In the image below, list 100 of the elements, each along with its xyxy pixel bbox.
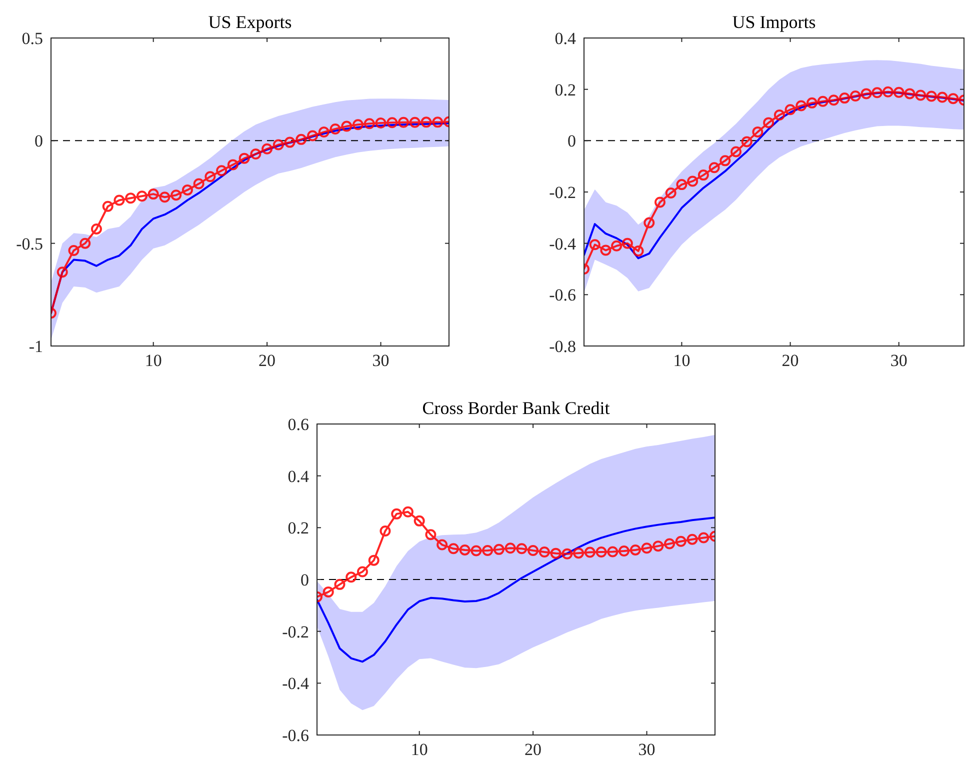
- point: [893, 86, 904, 98]
- point: [828, 94, 840, 106]
- y-tick-label: -0.6: [282, 726, 309, 745]
- point: [102, 200, 114, 212]
- point: [182, 184, 193, 196]
- point: [882, 86, 894, 98]
- point: [708, 162, 720, 174]
- point: [322, 586, 334, 598]
- point: [926, 90, 937, 102]
- point: [632, 246, 644, 257]
- point: [936, 92, 948, 103]
- point: [204, 171, 216, 182]
- y-tick-label: -0.6: [549, 286, 576, 305]
- x-tick-label: 30: [372, 351, 390, 370]
- x-tick-label: 20: [524, 740, 542, 759]
- point: [806, 97, 818, 108]
- point: [364, 118, 375, 130]
- point: [752, 126, 764, 138]
- point: [600, 244, 612, 256]
- point: [136, 190, 148, 202]
- point: [763, 117, 774, 128]
- y-tick-label: -0.4: [549, 234, 576, 254]
- chart-title: US Imports: [732, 12, 816, 32]
- point: [409, 116, 420, 128]
- y-tick-label: 0.2: [554, 80, 576, 100]
- point: [589, 239, 600, 250]
- point: [238, 152, 250, 164]
- point: [330, 123, 341, 134]
- y-tick-label: -0.2: [282, 622, 309, 642]
- y-tick-label: -0.8: [549, 336, 576, 356]
- point: [125, 192, 136, 204]
- point: [80, 238, 91, 249]
- y-tick-label: 0.4: [554, 28, 576, 48]
- point: [470, 545, 482, 556]
- point: [915, 90, 926, 101]
- point: [622, 238, 633, 249]
- point: [459, 544, 470, 556]
- point: [562, 548, 573, 560]
- chart-title: Cross Border Bank Credit: [422, 398, 610, 418]
- point: [664, 538, 676, 550]
- point: [641, 542, 652, 554]
- y-tick-label: 0: [34, 132, 43, 151]
- point: [346, 572, 357, 583]
- point: [380, 526, 391, 537]
- y-tick-label: 0.2: [288, 518, 309, 538]
- x-tick-label: 20: [782, 351, 799, 370]
- x-tick-label: 30: [638, 740, 656, 759]
- point: [652, 540, 664, 552]
- point: [596, 546, 607, 558]
- point: [698, 532, 710, 544]
- x-tick-label: 20: [258, 351, 276, 370]
- chart-title: US Exports: [208, 12, 292, 32]
- point: [850, 90, 861, 102]
- point: [318, 126, 330, 138]
- point: [307, 130, 318, 142]
- y-tick-label: -0.5: [16, 234, 43, 254]
- point: [284, 136, 296, 148]
- point: [538, 546, 550, 558]
- point: [425, 529, 436, 540]
- point: [948, 93, 959, 104]
- point: [730, 146, 742, 158]
- y-tick-label: -0.4: [282, 674, 310, 694]
- point: [796, 100, 807, 112]
- point: [839, 92, 850, 104]
- point: [68, 245, 80, 256]
- point: [720, 155, 731, 166]
- point: [193, 178, 204, 190]
- point: [687, 176, 698, 187]
- y-tick-label: -0.2: [549, 182, 576, 202]
- point: [698, 170, 709, 181]
- point: [216, 165, 228, 176]
- point: [550, 548, 562, 559]
- point: [334, 578, 346, 590]
- line-series: [317, 516, 715, 663]
- point: [675, 536, 686, 547]
- point: [630, 544, 641, 556]
- point: [356, 566, 368, 578]
- y-tick-label: 0: [568, 132, 576, 151]
- point: [391, 508, 402, 520]
- point: [90, 223, 102, 234]
- point: [159, 192, 170, 203]
- point: [686, 534, 698, 545]
- point: [573, 548, 584, 559]
- point: [584, 546, 596, 558]
- y-tick-label: 0: [300, 570, 309, 590]
- point: [784, 104, 796, 116]
- point: [774, 110, 785, 120]
- point: [56, 266, 68, 278]
- point: [420, 116, 432, 128]
- x-tick-label: 10: [673, 351, 690, 370]
- point: [817, 96, 828, 107]
- point: [654, 196, 666, 208]
- point: [148, 188, 159, 200]
- point: [114, 194, 125, 206]
- point: [860, 88, 872, 100]
- x-tick-label: 10: [410, 740, 428, 759]
- x-tick-label: 10: [144, 351, 162, 370]
- point: [227, 159, 238, 170]
- point: [250, 148, 262, 160]
- point: [482, 544, 494, 556]
